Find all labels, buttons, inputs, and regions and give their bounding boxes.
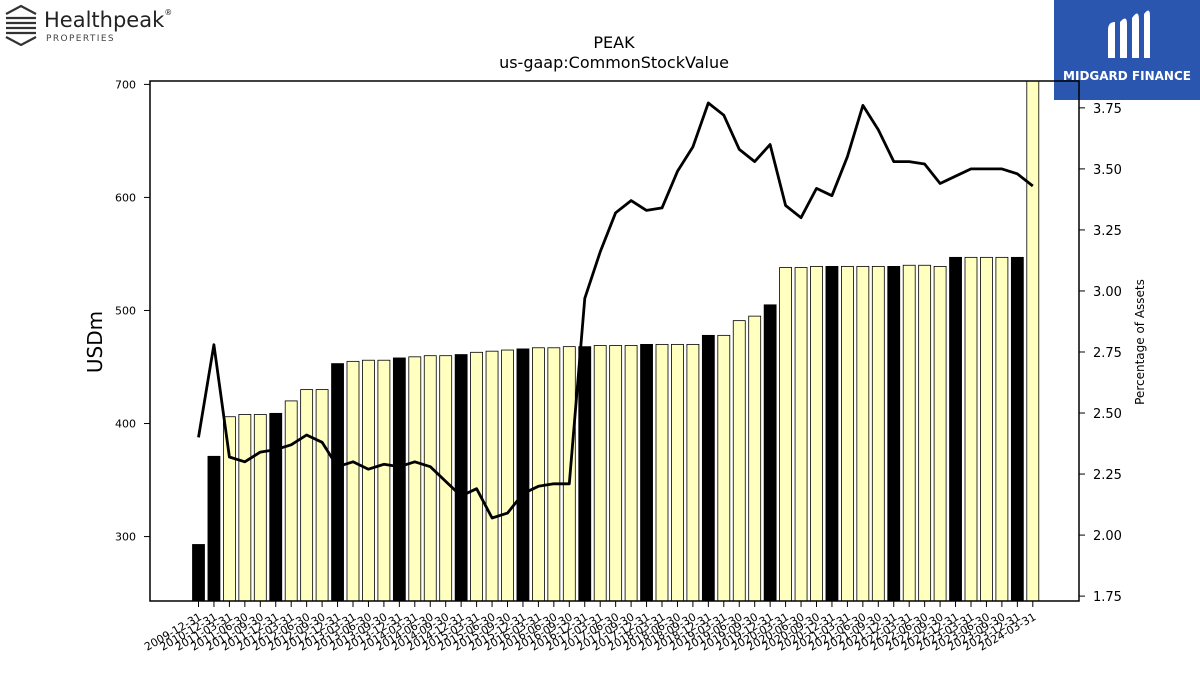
bar	[794, 267, 808, 602]
bar	[578, 346, 592, 602]
bar	[207, 455, 221, 602]
bar	[933, 265, 947, 602]
y-tick-label: 300	[115, 531, 136, 544]
y2-tick-label: 3.75	[1093, 102, 1122, 117]
bar	[408, 356, 422, 602]
bar	[841, 265, 854, 602]
bar	[655, 343, 669, 602]
bar	[748, 315, 762, 602]
x-axis: 2009-12-312010-12-312011-03-312011-06-30…	[142, 601, 1038, 654]
bar	[949, 256, 962, 602]
midgard-logo-name: MIDGARD FINANCE	[1063, 69, 1191, 83]
bar	[717, 334, 731, 602]
y2-tick-label: 2.25	[1093, 468, 1122, 483]
bar	[856, 265, 870, 602]
bar-series	[192, 80, 1040, 602]
bar	[779, 267, 792, 602]
y2-tick-label: 2.75	[1093, 346, 1122, 361]
y2-tick-label: 3.00	[1093, 285, 1122, 300]
bar	[871, 265, 885, 602]
bar	[423, 355, 437, 602]
bar	[470, 351, 484, 602]
chart-title: PEAK	[593, 33, 635, 52]
percentage-line	[197, 101, 1034, 520]
healthpeak-logo-sub: PROPERTIES	[46, 34, 116, 44]
y-axis-label: USDm	[83, 311, 107, 373]
y2-tick-label: 1.75	[1093, 590, 1122, 605]
bar	[1010, 256, 1024, 602]
chart-subtitle: us-gaap:CommonStockValue	[499, 53, 729, 72]
bar	[732, 320, 746, 602]
bar	[331, 363, 344, 602]
bar	[686, 343, 700, 602]
y2-tick-label: 3.50	[1093, 163, 1122, 178]
y-tick-label: 500	[115, 304, 136, 317]
bar	[763, 304, 777, 602]
bar	[362, 359, 375, 602]
bar	[253, 414, 267, 602]
bar	[1026, 80, 1040, 602]
bar	[825, 265, 839, 602]
bar	[671, 343, 684, 602]
y2-axis-label: Percentage of Assets	[1133, 279, 1147, 405]
bar	[593, 345, 607, 602]
bar	[377, 359, 391, 602]
healthpeak-logo: Healthpeak® PROPERTIES	[4, 4, 174, 48]
bar	[624, 345, 638, 602]
bar	[315, 389, 329, 602]
bar	[640, 343, 653, 602]
y-tick-label: 600	[115, 191, 136, 204]
bar	[918, 264, 932, 602]
midgard-finance-logo: MIDGARD FINANCE	[1054, 0, 1200, 100]
y2-tick-label: 2.50	[1093, 407, 1122, 422]
bar	[485, 350, 499, 602]
bar	[609, 345, 623, 602]
bar	[222, 416, 236, 602]
percentage-line-series	[197, 101, 1034, 520]
bar	[902, 264, 916, 602]
bar	[501, 349, 514, 602]
bar	[192, 544, 205, 602]
bar	[547, 347, 561, 602]
y-axis-left: 300 400 500 600 700	[115, 78, 150, 544]
y2-tick-label: 3.25	[1093, 224, 1122, 239]
bar	[300, 389, 314, 602]
bar	[454, 354, 468, 602]
bar	[516, 348, 530, 602]
y2-tick-label: 2.00	[1093, 529, 1122, 544]
bar	[238, 414, 252, 602]
bar	[887, 265, 901, 602]
bar	[532, 347, 545, 602]
bar	[392, 357, 406, 602]
y-tick-label: 400	[115, 418, 136, 431]
bar	[701, 334, 715, 602]
bar	[995, 256, 1009, 602]
bar	[810, 265, 823, 602]
healthpeak-logo-name: Healthpeak®	[44, 8, 173, 32]
bar	[980, 256, 993, 602]
plot-frame	[149, 80, 1080, 602]
bar	[964, 256, 978, 602]
healthpeak-logo-icon	[5, 4, 37, 47]
bar	[269, 412, 283, 602]
midgard-logo-icon	[1108, 10, 1150, 59]
y-axis-right: 1.75 2.00 2.25 2.50 2.75 3.00 3.25 3.50 3.75	[1079, 102, 1122, 605]
bar	[346, 360, 360, 602]
y-tick-label: 700	[115, 78, 136, 91]
bar	[284, 400, 298, 602]
